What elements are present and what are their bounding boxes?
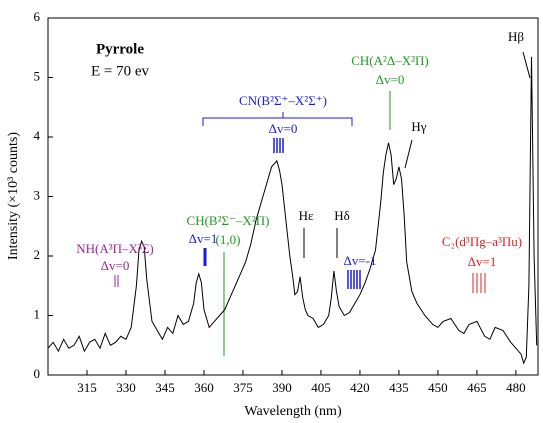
y-tick-label: 0 xyxy=(34,366,41,381)
x-tick-label: 390 xyxy=(272,380,292,395)
band-marks xyxy=(273,138,284,153)
annotation: Δv=1 xyxy=(468,254,497,269)
annotation: Hγ xyxy=(411,119,426,134)
x-tick-label: 435 xyxy=(389,380,409,395)
y-tick-label: 2 xyxy=(34,247,41,262)
x-tick-label: 330 xyxy=(116,380,136,395)
annotation: CH(B²Σ⁻–X²Π) xyxy=(187,213,270,228)
annotation: C₂(d³Πg–a³Πu) xyxy=(442,234,522,249)
band-marks xyxy=(347,270,361,289)
annotation: Hδ xyxy=(334,208,350,223)
x-tick-label: 360 xyxy=(194,380,214,395)
annotation: Δv=-1 xyxy=(343,253,376,268)
annotation: Δv=1 xyxy=(189,231,218,246)
x-axis-label: Wavelength (nm) xyxy=(244,404,342,419)
annotation: E = 70 ev xyxy=(91,63,150,79)
band-marks xyxy=(472,273,486,293)
y-axis-label: Intensity (×10³ counts) xyxy=(6,132,21,260)
x-tick-label: 480 xyxy=(506,380,526,395)
bracket xyxy=(202,112,353,126)
band-marks xyxy=(114,275,119,287)
annotation: Hε xyxy=(299,208,314,223)
y-tick-label: 4 xyxy=(34,128,41,143)
x-tick-label: 465 xyxy=(467,380,487,395)
y-tick-label: 5 xyxy=(34,68,41,83)
x-tick-label: 450 xyxy=(428,380,448,395)
annotation: Δv=0 xyxy=(269,121,298,136)
y-tick-label: 3 xyxy=(34,187,41,202)
pointer-line xyxy=(303,228,338,258)
annotation: Δv=0 xyxy=(376,72,405,87)
annotation: CN(B²Σ⁺–X²Σ⁺) xyxy=(239,93,327,108)
x-tick-label: 405 xyxy=(311,380,331,395)
annotation: Hβ xyxy=(508,29,524,44)
x-tick-label: 375 xyxy=(233,380,253,395)
x-tick-label: 345 xyxy=(155,380,175,395)
pointer-line xyxy=(404,51,531,169)
x-tick-label: 420 xyxy=(350,380,370,395)
x-tick-label: 315 xyxy=(77,380,97,395)
annotation: Pyrrole xyxy=(96,41,144,57)
annotation: CH(A²Δ–X²Π) xyxy=(351,53,429,68)
spectrum-line xyxy=(47,56,538,365)
annotation: Δv=0 xyxy=(101,258,130,273)
y-tick-label: 6 xyxy=(34,9,41,24)
annotation: (1,0) xyxy=(216,232,241,247)
annotation: NH(A³Π–X³Σ) xyxy=(76,241,153,256)
decorations xyxy=(114,51,531,356)
y-tick-label: 1 xyxy=(34,306,41,321)
